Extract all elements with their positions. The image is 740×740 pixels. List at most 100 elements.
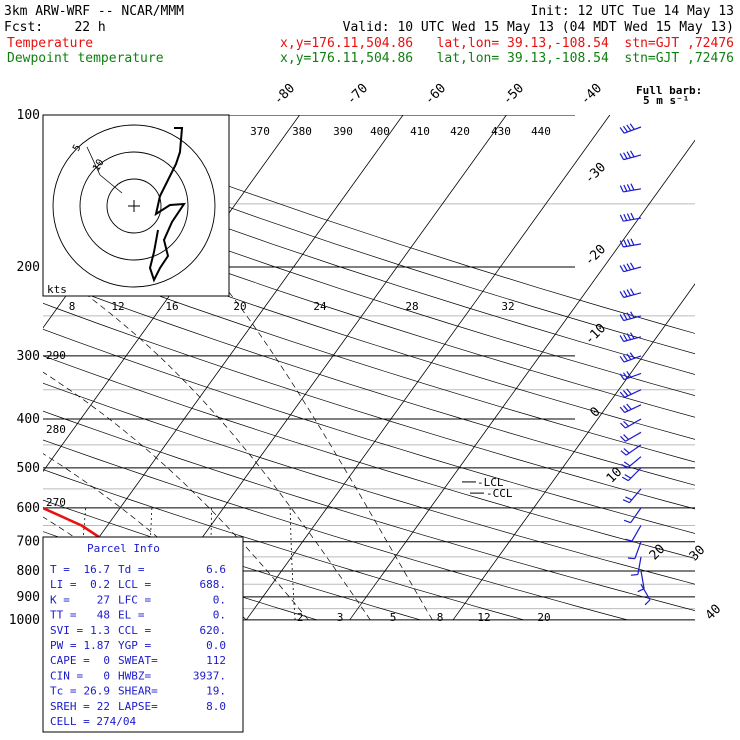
theta-label: 440 [531,125,551,138]
forecast-hour: Fcst: 22 h [4,20,106,35]
wind-barb [619,403,642,413]
isotherm [349,139,695,621]
parcel-info-cell: 3937. [193,669,226,682]
moist-adiabat [208,266,433,621]
wind-barb [619,150,642,161]
barb-legend-title: Full barb: [636,84,702,97]
wind-barb [619,238,642,248]
parcel-info-cell: 22 [97,700,110,713]
parcel-info-cell: YGP = [118,639,151,652]
parcel-info-cell: CAPE = [50,654,90,667]
dry-adiabat [43,355,695,559]
dry-adiabat [43,252,695,463]
wind-barb [619,262,642,273]
theta-label: 410 [410,125,430,138]
wind-barb [619,332,642,343]
parcel-info-cell: LFC = [118,593,151,606]
parcel-info-cell: LCL = [118,578,151,591]
wind-barb [630,556,642,576]
parcel-info-cell: LAPSE= [118,700,158,713]
moist-adiabat [47,266,371,621]
hodo-speed-label: 12 [111,300,124,313]
hodo-speed-label: 8 [69,300,76,313]
theta-label: 420 [450,125,470,138]
isotherm-label: -70 [344,81,371,108]
mixing-ratio-label: 5 [390,611,397,624]
isotherm-label: -30 [582,160,609,187]
dry-adiabat [43,159,695,375]
hodo-speed-label: 28 [405,300,418,313]
mixing-ratio-label: 3 [337,611,344,624]
dry-adiabat [0,115,7,620]
wind-barb [621,467,642,482]
dry-adiabat [43,181,695,396]
wind-barb [620,418,642,429]
isotherm-label: -60 [422,81,449,108]
mixing-ratio-label: 12 [477,611,490,624]
isotherm-label: -10 [582,321,609,348]
temperature-legend: Temperature [7,36,93,51]
wind-barb [625,525,642,542]
hodograph-ring [79,151,189,261]
hodograph-ring-label: 10 [91,158,107,174]
theta-label: 280 [46,423,66,436]
parcel-cell-motion: CELL = 274/04 [50,715,136,728]
hodograph-axis [99,174,123,194]
parcel-info-title: Parcel Info [87,542,160,555]
dry-adiabat [43,136,695,355]
wind-barb [619,212,642,222]
mixing-ratio-label: 2 [297,611,304,624]
parcel-info-cell: CIN = [50,669,83,682]
pressure-label: 1000 [9,613,40,628]
isotherm [245,115,611,621]
isotherm-label: 20 [647,542,669,564]
isotherm-label: 40 [703,602,725,624]
isotherm-label: -80 [271,81,298,108]
temperature-location: x,y=176.11,504.86 lat,lon= 39.13,-108.54… [280,36,734,51]
valid-time: Valid: 10 UTC Wed 15 May 13 (04 MDT Wed … [343,20,734,35]
wind-barb [623,507,642,524]
init-time: Init: 12 UTC Tue 14 May 13 [531,4,735,19]
dewpoint-location: x,y=176.11,504.86 lat,lon= 39.13,-108.54… [280,51,734,66]
hodo-speed-label: 16 [165,300,178,313]
wind-barb [619,183,642,193]
dry-adiabat [43,499,421,621]
parcel-info-cell: SHEAR= [118,685,158,698]
wind-barb [619,388,642,398]
mixing-ratio-label: 8 [437,611,444,624]
model-title: 3km ARW-WRF -- NCAR/MMM [4,4,184,19]
parcel-info-cell: SVI = [50,624,83,637]
parcel-info-box: Parcel Info T = 16.7 Td = 6.6 LI = 0.2 LCL = 68… [42,536,244,733]
hodo-speed-label: 20 [233,300,246,313]
parcel-info-cell: SWEAT= [118,654,158,667]
dry-adiabat [43,469,524,621]
dry-adiabat [43,277,695,486]
wind-barb [621,456,642,469]
wind-barb [620,444,642,456]
pressure-label: 900 [17,590,40,605]
parcel-info-cell: 112 [206,654,226,667]
moist-adiabat [43,371,309,621]
pressure-label: 400 [17,412,40,427]
pressure-label: 700 [17,535,40,550]
wind-barb [619,352,642,363]
parcel-info-cell: T = [50,563,70,576]
parcel-info-cell: CCL = [118,624,151,637]
parcel-info-cell: 27 [97,593,110,606]
wind-barb [619,123,642,134]
isotherm-label: 0 [587,404,603,420]
dry-adiabat [43,382,695,585]
parcel-info-cell: 0. [213,593,226,606]
isotherm-label: -40 [578,81,605,108]
wind-barb [619,288,642,299]
lcl-label: -LCL [477,476,504,489]
isotherm [142,115,507,621]
parcel-info-cell: LI = [50,578,77,591]
pressure-label: 800 [17,564,40,579]
theta-label: 390 [333,125,353,138]
parcel-info-cell: 688. [200,578,227,591]
parcel-info-cell: 1.87 [84,639,111,652]
hodograph-axis [86,146,101,176]
parcel-info-cell: 48 [97,609,110,622]
